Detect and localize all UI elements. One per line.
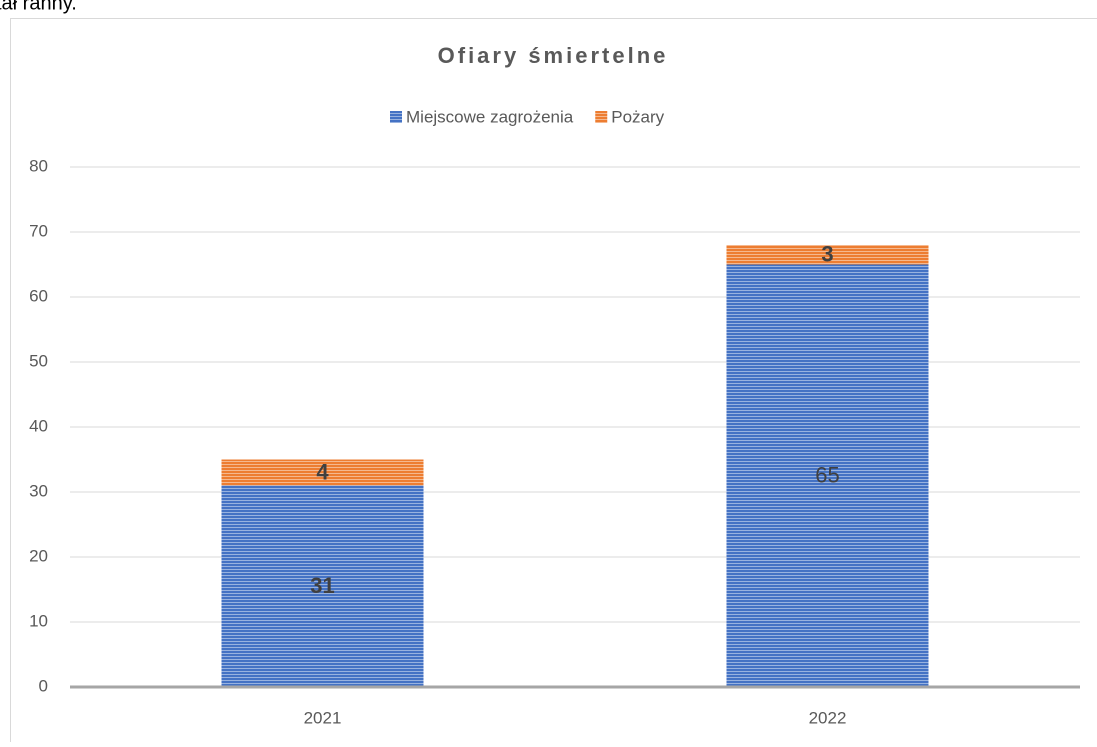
x-tick-label: 2022 — [809, 708, 847, 727]
y-tick-label: 70 — [29, 221, 48, 240]
legend-swatch — [390, 111, 402, 123]
chart-frame — [11, 19, 1097, 743]
header-text: tał ranny. — [0, 0, 77, 14]
y-tick-label: 10 — [29, 611, 48, 630]
data-label: 4 — [316, 459, 329, 484]
x-tick-label: 2021 — [304, 708, 342, 727]
y-tick-label: 50 — [29, 351, 48, 370]
y-tick-label: 0 — [39, 676, 48, 695]
y-tick-label: 60 — [29, 286, 48, 305]
legend-swatch — [595, 111, 607, 123]
legend-label: Pożary — [611, 107, 664, 126]
y-tick-label: 30 — [29, 481, 48, 500]
y-tick-label: 20 — [29, 546, 48, 565]
y-tick-label: 40 — [29, 416, 48, 435]
data-label: 65 — [815, 463, 839, 488]
chart-title: Ofiary śmiertelne — [438, 43, 669, 68]
data-label: 3 — [821, 242, 833, 267]
data-label: 31 — [310, 573, 334, 598]
y-tick-label: 80 — [29, 156, 48, 175]
legend-label: Miejscowe zagrożenia — [406, 107, 574, 126]
